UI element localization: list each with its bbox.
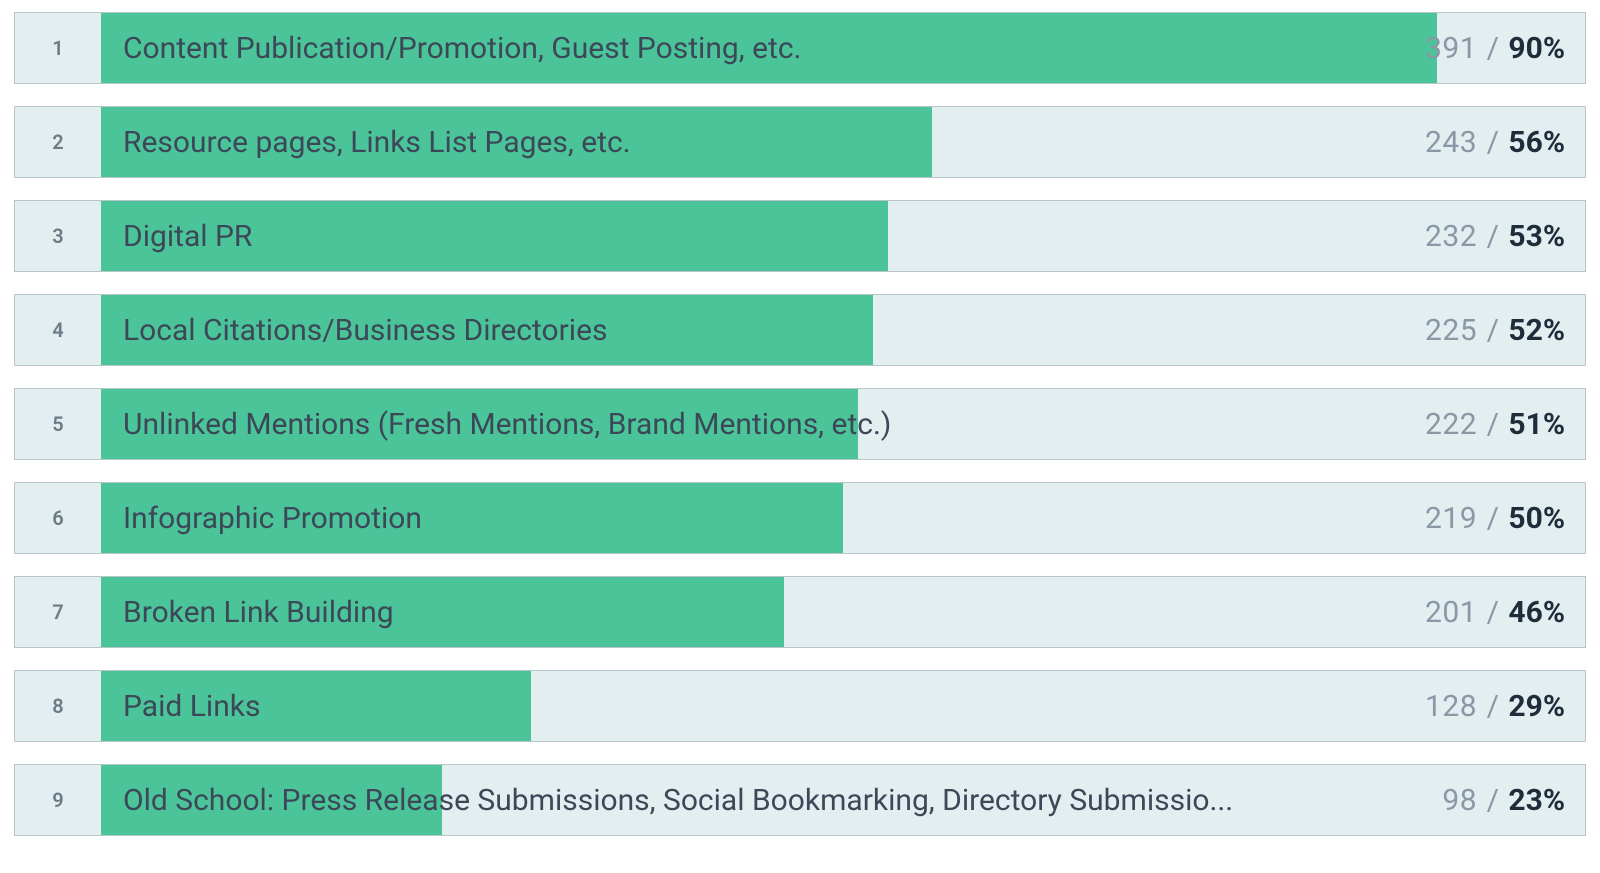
chart-row: 4Local Citations/Business Directories225… <box>14 294 1586 366</box>
row-label: Unlinked Mentions (Fresh Mentions, Brand… <box>101 407 1411 442</box>
separator: / <box>1477 501 1508 536</box>
row-value: 98 / 23% <box>1428 783 1585 818</box>
row-count: 98 <box>1442 783 1477 818</box>
row-percent: 90% <box>1508 31 1565 66</box>
separator: / <box>1477 125 1508 160</box>
chart-row: 7Broken Link Building201 / 46% <box>14 576 1586 648</box>
row-rank: 9 <box>15 788 101 812</box>
row-value: 391 / 90% <box>1411 31 1585 66</box>
row-label: Digital PR <box>101 219 1411 254</box>
chart-row: 6Infographic Promotion219 / 50% <box>14 482 1586 554</box>
row-count: 391 <box>1425 31 1477 66</box>
row-label: Content Publication/Promotion, Guest Pos… <box>101 31 1411 66</box>
separator: / <box>1477 313 1508 348</box>
row-percent: 52% <box>1508 313 1565 348</box>
chart-row: 5Unlinked Mentions (Fresh Mentions, Bran… <box>14 388 1586 460</box>
separator: / <box>1477 595 1508 630</box>
row-count: 232 <box>1425 219 1477 254</box>
row-label: Local Citations/Business Directories <box>101 313 1411 348</box>
row-count: 201 <box>1425 595 1477 630</box>
separator: / <box>1477 219 1508 254</box>
separator: / <box>1477 783 1508 818</box>
chart-row: 8Paid Links128 / 29% <box>14 670 1586 742</box>
row-percent: 50% <box>1508 501 1565 536</box>
row-rank: 3 <box>15 224 101 248</box>
chart-row: 1Content Publication/Promotion, Guest Po… <box>14 12 1586 84</box>
row-rank: 7 <box>15 600 101 624</box>
row-label: Paid Links <box>101 689 1411 724</box>
row-percent: 23% <box>1508 783 1565 818</box>
chart-row: 9Old School: Press Release Submissions, … <box>14 764 1586 836</box>
row-value: 232 / 53% <box>1411 219 1585 254</box>
row-rank: 5 <box>15 412 101 436</box>
row-percent: 29% <box>1508 689 1565 724</box>
separator: / <box>1477 689 1508 724</box>
row-label: Broken Link Building <box>101 595 1411 630</box>
row-percent: 53% <box>1508 219 1565 254</box>
row-value: 243 / 56% <box>1411 125 1585 160</box>
row-rank: 2 <box>15 130 101 154</box>
row-count: 219 <box>1425 501 1477 536</box>
row-percent: 46% <box>1508 595 1565 630</box>
chart-row: 3Digital PR232 / 53% <box>14 200 1586 272</box>
separator: / <box>1477 407 1508 442</box>
chart-row: 2Resource pages, Links List Pages, etc.2… <box>14 106 1586 178</box>
row-percent: 51% <box>1508 407 1565 442</box>
row-value: 128 / 29% <box>1411 689 1585 724</box>
row-count: 243 <box>1425 125 1477 160</box>
row-rank: 8 <box>15 694 101 718</box>
row-value: 219 / 50% <box>1411 501 1585 536</box>
row-value: 201 / 46% <box>1411 595 1585 630</box>
row-label: Infographic Promotion <box>101 501 1411 536</box>
row-label: Resource pages, Links List Pages, etc. <box>101 125 1411 160</box>
row-rank: 4 <box>15 318 101 342</box>
row-value: 222 / 51% <box>1411 407 1585 442</box>
row-count: 222 <box>1425 407 1477 442</box>
row-value: 225 / 52% <box>1411 313 1585 348</box>
row-percent: 56% <box>1508 125 1565 160</box>
row-count: 128 <box>1425 689 1477 724</box>
row-label: Old School: Press Release Submissions, S… <box>101 783 1428 818</box>
row-count: 225 <box>1425 313 1477 348</box>
horizontal-bar-chart: 1Content Publication/Promotion, Guest Po… <box>14 12 1586 836</box>
separator: / <box>1477 31 1508 66</box>
row-rank: 6 <box>15 506 101 530</box>
row-rank: 1 <box>15 36 101 60</box>
